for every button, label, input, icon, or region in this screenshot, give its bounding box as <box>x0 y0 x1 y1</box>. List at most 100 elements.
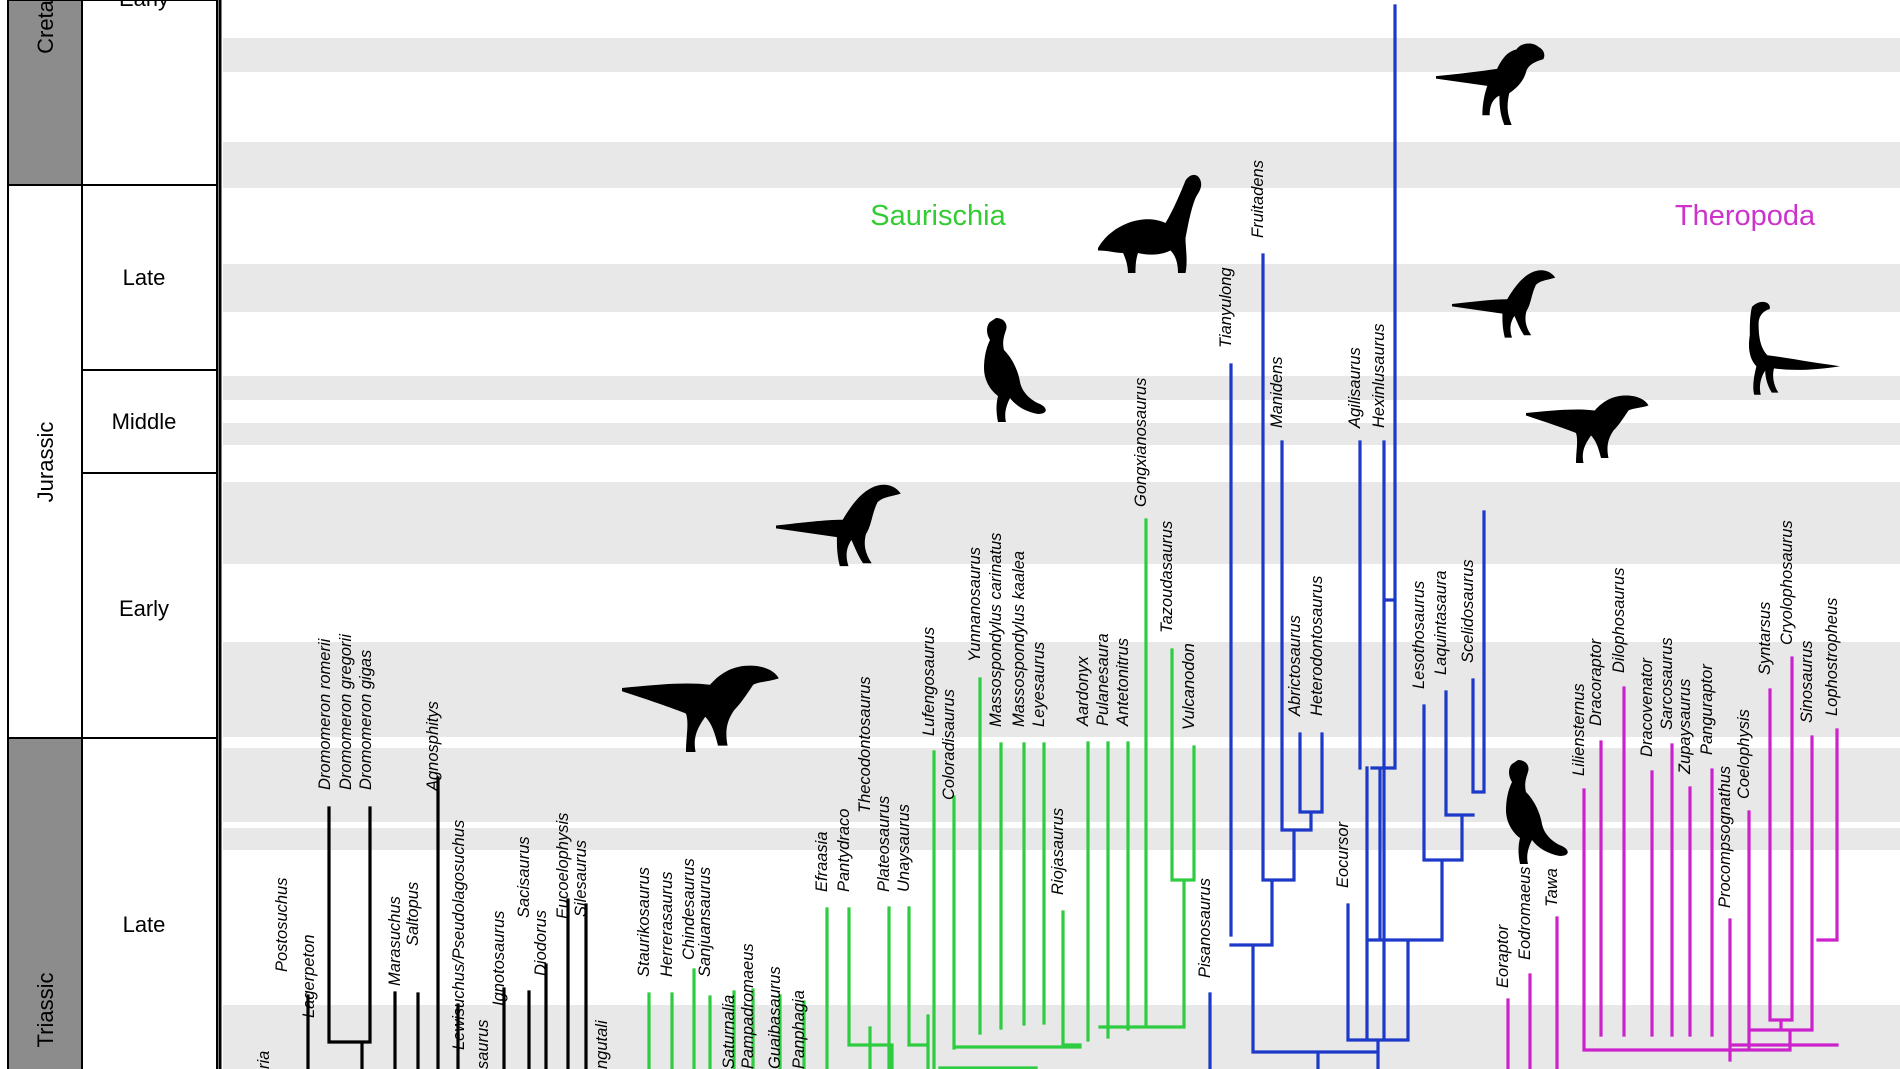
time-band <box>223 482 1900 564</box>
taxon-label: Coloradisaurus <box>940 689 958 800</box>
epoch-label-early-cretaceous: Early <box>119 0 169 11</box>
taxon-label: Postosuchus <box>273 878 291 972</box>
taxon-label: Chindesaurus <box>680 858 698 960</box>
timescale-column: Creta Jurassic Triassic Early Late Middl… <box>7 0 218 1069</box>
time-band <box>223 642 1900 737</box>
taxon-label: saurus <box>474 1019 492 1069</box>
taxon-label: Lewisuchus/Pseudolagosuchus <box>450 820 468 1050</box>
taxon-label: Thecodontosaurus <box>856 676 874 813</box>
taxon-label: Dilophosaurus <box>1610 568 1628 673</box>
taxon-label: Saturnalia <box>720 995 738 1069</box>
taxon-label: Tianyulong <box>1217 267 1235 348</box>
small-ornithischian-silhouette <box>1452 270 1556 338</box>
taxon-label: Diodorus <box>532 910 550 976</box>
taxon-label: Dromomeron romerii <box>316 637 334 790</box>
period-label-triassic: Triassic <box>33 973 58 1048</box>
taxon-label: Scelidosaurus <box>1459 559 1477 663</box>
taxon-label: Herrerasaurus <box>658 872 676 977</box>
taxon-label: Agnosphitys <box>424 701 442 792</box>
taxon-label: Leyesaurus <box>1030 642 1048 727</box>
taxon-label: Lufengosaurus <box>920 627 938 736</box>
taxon-label: Guaibasaurus <box>766 966 784 1069</box>
taxon-label: Eocursor <box>1334 820 1352 888</box>
theropod-branches <box>1506 656 1839 1069</box>
epoch-label-early-jurassic: Early <box>119 596 169 621</box>
time-band <box>223 264 1900 312</box>
rearing-sauropodomorph-silhouette <box>984 318 1046 422</box>
taxon-label: Tazoudasaurus <box>1158 521 1176 633</box>
taxon-label: Staurikosaurus <box>635 867 653 977</box>
period-triassic-box <box>7 737 83 1069</box>
taxon-label: Syntarsus <box>1756 602 1774 675</box>
taxon-label: Liliensternus <box>1570 683 1588 776</box>
long-necked-theropod-silhouette <box>1748 301 1840 395</box>
time-band <box>223 376 1900 400</box>
taxon-label: Dromomeron gregorii <box>337 633 355 790</box>
taxon-label: Sarcosaurus <box>1658 637 1676 730</box>
taxon-label: Lophostropheus <box>1823 598 1841 716</box>
epoch-label-late-jurassic: Late <box>123 265 166 290</box>
taxon-label: Plateosaurus <box>875 796 893 892</box>
coelophysoid-silhouette <box>1526 395 1649 463</box>
taxon-label: Lesothosaurus <box>1410 581 1428 689</box>
taxon-label: Hexinlusaurus <box>1370 323 1388 428</box>
taxon-label: Pisanosaurus <box>1196 878 1214 978</box>
taxon-label: Sacisaurus <box>515 836 533 918</box>
taxon-label: Massospondylus carinatus <box>987 533 1005 727</box>
time-band <box>223 748 1900 822</box>
taxon-label: Procompsognathus <box>1716 766 1734 908</box>
taxon-label: Dracovenator <box>1638 656 1656 757</box>
taxon-label: Massospondylus kaalea <box>1010 551 1028 727</box>
ornithischian-silhouette <box>1436 43 1545 125</box>
taxon-label: Riojasaurus <box>1049 808 1067 895</box>
time-band <box>223 828 1900 850</box>
taxon-label: Sinosaurus <box>1798 640 1816 723</box>
taxon-label: Antetonitrus <box>1114 638 1132 727</box>
period-label-cretaceous: Creta <box>33 0 58 54</box>
taxon-label: Panguraptor <box>1698 663 1716 755</box>
epoch-early-jurassic-box <box>81 472 218 739</box>
epoch-middle-jurassic-box <box>81 369 218 474</box>
taxon-label: Laquintasaura <box>1432 570 1450 675</box>
clade-label-saurischia: Saurischia <box>870 200 1006 232</box>
taxon-label: Silesaurus <box>572 840 590 917</box>
taxon-label: Yunnanosaurus <box>966 547 984 662</box>
taxon-labels: ria Postosuchus Lagerpeton Dromomeron romer… <box>255 160 1841 1069</box>
taxon-label: Vulcanodon <box>1180 643 1198 730</box>
taxon-label: Agilisaurus <box>1346 347 1364 429</box>
taxon-label: Tawa <box>1543 868 1561 907</box>
taxon-label: Panphagia <box>790 990 808 1069</box>
taxon-label: Pampadromaeus <box>739 943 757 1069</box>
taxon-label: Cryolophosaurus <box>1778 520 1796 645</box>
period-label-jurassic: Jurassic <box>33 422 58 503</box>
taxon-label: Manidens <box>1268 356 1286 428</box>
tyrannosaur-silhouette <box>622 665 779 752</box>
ornithischian-branches <box>1208 4 1486 1069</box>
time-band <box>223 423 1900 445</box>
taxon-label: Saltopus <box>404 882 422 946</box>
taxon-label: Aardonyx <box>1074 656 1092 727</box>
taxon-label: Unaysaurus <box>895 804 913 892</box>
epoch-label-middle-jurassic: Middle <box>112 409 177 434</box>
taxon-label: Coelophysis <box>1735 709 1753 799</box>
epoch-early-cretaceous-box <box>81 0 218 186</box>
taxon-label: Marasuchus <box>386 896 404 986</box>
taxon-label: Efraasia <box>813 831 831 892</box>
taxon-label: Pulanesaura <box>1094 633 1112 726</box>
taxon-label: Sanjuansaurus <box>696 867 714 977</box>
taxon-label: Pantydraco <box>835 809 853 892</box>
taxon-label: Dromomeron gigas <box>357 650 375 790</box>
taxon-label: Ignotosaurus <box>490 911 508 1006</box>
period-cretaceous-box <box>7 0 83 186</box>
taxon-label: Heterodontosaurus <box>1308 576 1326 716</box>
time-band <box>223 38 1900 72</box>
heterodontosaur-silhouette <box>1506 760 1568 864</box>
cladogram-branches <box>306 4 1839 1069</box>
taxon-label: Abrictosaurus <box>1286 615 1304 717</box>
taxon-label: Dracoraptor <box>1587 637 1605 726</box>
sauropodomorph-branches <box>647 518 1196 1069</box>
epoch-late-jurassic-box <box>81 184 218 371</box>
outgroup-branches <box>306 776 588 1069</box>
